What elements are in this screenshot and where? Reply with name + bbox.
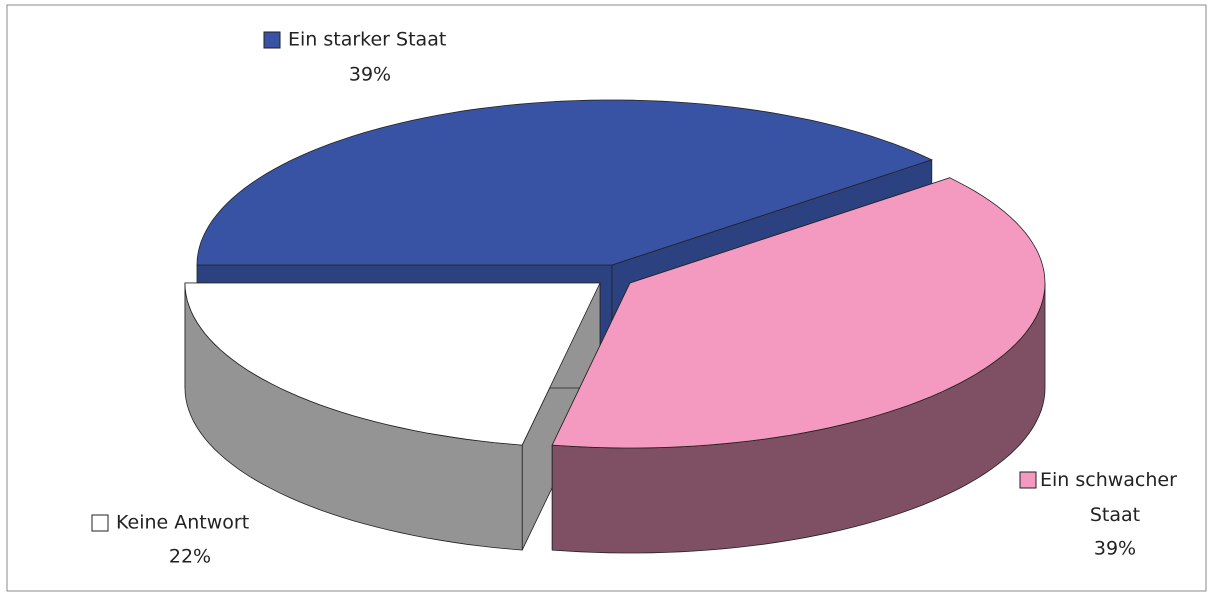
slice bbox=[184, 282, 601, 551]
slice-top bbox=[184, 282, 601, 446]
slice-label: Ein schwacher Staat bbox=[1040, 469, 1177, 526]
slice-value-label: 39% bbox=[1094, 538, 1136, 560]
slice-value-label: 39% bbox=[349, 64, 391, 86]
slice bbox=[551, 177, 1046, 554]
slice-top bbox=[551, 177, 1046, 449]
slice-value-label: 22% bbox=[169, 546, 211, 568]
frame bbox=[6, 4, 1207, 592]
slice-label: Ein starker Staat bbox=[288, 29, 446, 51]
slice-label: Keine Antwort bbox=[116, 512, 249, 534]
legend-swatch bbox=[263, 31, 281, 49]
label-line: Ein schwacher bbox=[1040, 469, 1177, 491]
slice-top bbox=[196, 99, 933, 266]
legend-swatch bbox=[1019, 471, 1037, 489]
legend-swatch bbox=[91, 514, 109, 532]
label-line: Staat bbox=[1090, 504, 1140, 526]
